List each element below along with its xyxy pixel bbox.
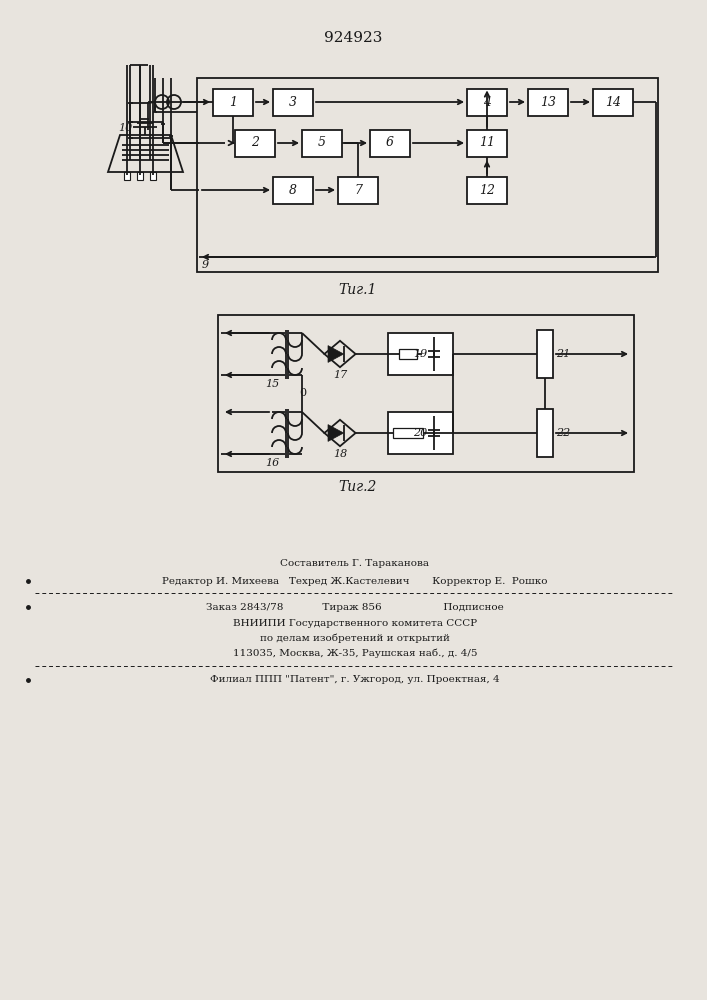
Bar — [213, 89, 253, 115]
Text: Τиг.1: Τиг.1 — [339, 283, 378, 297]
Text: ВНИИПИ Государственного комитета СССР: ВНИИПИ Государственного комитета СССР — [233, 618, 477, 628]
Bar — [537, 409, 553, 457]
Bar — [467, 176, 507, 204]
Text: 1: 1 — [229, 96, 237, 108]
Bar — [593, 89, 633, 115]
Bar — [197, 78, 658, 272]
Text: 17: 17 — [333, 370, 347, 380]
Bar — [467, 89, 507, 115]
Text: 19: 19 — [413, 349, 427, 359]
Text: 12: 12 — [479, 184, 495, 196]
Text: 5: 5 — [318, 136, 326, 149]
Bar — [302, 129, 342, 156]
Text: 4: 4 — [483, 96, 491, 108]
Text: 3: 3 — [289, 96, 297, 108]
Text: 14: 14 — [605, 96, 621, 108]
Text: Заказ 2843/78            Тираж 856                   Подписное: Заказ 2843/78 Тираж 856 Подписное — [206, 602, 504, 611]
Bar — [124, 172, 130, 180]
Polygon shape — [328, 425, 344, 441]
Text: 6: 6 — [386, 136, 394, 149]
Text: 15: 15 — [265, 379, 279, 389]
Bar — [235, 129, 275, 156]
Bar — [273, 89, 313, 115]
Text: Τиг.2: Τиг.2 — [339, 480, 378, 494]
Polygon shape — [328, 346, 344, 362]
Text: 11: 11 — [479, 136, 495, 149]
Text: 20: 20 — [413, 428, 427, 438]
Text: 924923: 924923 — [324, 31, 382, 45]
Bar — [392, 428, 423, 438]
Bar — [399, 349, 417, 359]
Text: 22: 22 — [556, 428, 571, 438]
Text: 2: 2 — [251, 136, 259, 149]
Bar — [387, 333, 452, 375]
Bar — [387, 412, 452, 454]
Text: 18: 18 — [333, 449, 347, 459]
Bar — [273, 176, 313, 204]
Bar — [467, 129, 507, 156]
Text: 16: 16 — [265, 458, 279, 468]
Bar — [338, 176, 378, 204]
Bar — [537, 330, 553, 378]
Text: 0: 0 — [300, 388, 307, 398]
Text: 13: 13 — [540, 96, 556, 108]
Text: 9: 9 — [202, 260, 209, 270]
Bar — [137, 172, 143, 180]
Text: Составитель Г. Тараканова: Составитель Г. Тараканова — [281, 558, 429, 568]
Text: 8: 8 — [289, 184, 297, 196]
Text: 10: 10 — [118, 123, 132, 133]
Text: по делам изобретений и открытий: по делам изобретений и открытий — [260, 633, 450, 643]
Text: 7: 7 — [354, 184, 362, 196]
Bar — [370, 129, 410, 156]
Bar — [150, 172, 156, 180]
Bar — [528, 89, 568, 115]
Bar — [218, 315, 634, 472]
Text: Редактор И. Михеева   Техред Ж.Кастелевич       Корректор Е.  Рошко: Редактор И. Михеева Техред Ж.Кастелевич … — [162, 576, 548, 585]
Text: Филиал ППП "Патент", г. Ужгород, ул. Проектная, 4: Филиал ППП "Патент", г. Ужгород, ул. Про… — [210, 676, 500, 684]
Text: 21: 21 — [556, 349, 571, 359]
Text: 113035, Москва, Ж-35, Раушская наб., д. 4/5: 113035, Москва, Ж-35, Раушская наб., д. … — [233, 648, 477, 658]
